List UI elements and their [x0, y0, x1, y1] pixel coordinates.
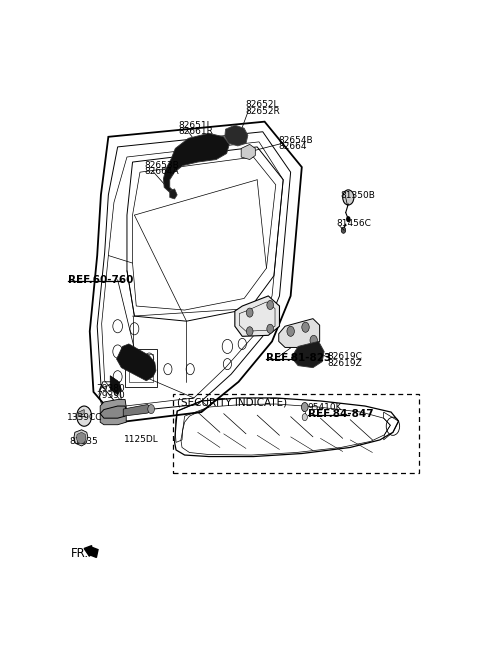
- FancyArrow shape: [84, 546, 98, 558]
- Text: 81456C: 81456C: [336, 219, 371, 228]
- Polygon shape: [110, 376, 121, 394]
- Circle shape: [77, 406, 92, 426]
- Text: 82653B: 82653B: [145, 161, 180, 169]
- Circle shape: [341, 227, 346, 234]
- Polygon shape: [74, 430, 88, 446]
- Text: FR.: FR.: [71, 547, 88, 560]
- Polygon shape: [117, 344, 156, 380]
- Circle shape: [148, 405, 155, 414]
- Polygon shape: [291, 341, 324, 367]
- Text: 82664: 82664: [279, 142, 307, 152]
- Text: 82651L: 82651L: [178, 121, 212, 130]
- Text: REF.60-760: REF.60-760: [68, 275, 133, 285]
- Circle shape: [267, 300, 274, 310]
- Text: 79380: 79380: [96, 384, 125, 394]
- Text: 82664A: 82664A: [145, 167, 180, 176]
- Polygon shape: [100, 400, 126, 424]
- Text: 82619Z: 82619Z: [327, 359, 362, 368]
- Polygon shape: [100, 406, 126, 418]
- Polygon shape: [163, 133, 229, 192]
- Circle shape: [267, 324, 274, 333]
- Circle shape: [310, 335, 317, 346]
- Circle shape: [343, 190, 354, 205]
- Circle shape: [287, 326, 294, 337]
- Circle shape: [302, 322, 309, 333]
- Text: 79390: 79390: [96, 391, 125, 400]
- Polygon shape: [76, 432, 86, 444]
- Polygon shape: [225, 125, 248, 146]
- Polygon shape: [123, 405, 151, 416]
- Text: (SECURITY INDICATE): (SECURITY INDICATE): [177, 398, 288, 408]
- Circle shape: [301, 403, 308, 411]
- Text: 82652L: 82652L: [245, 100, 279, 109]
- Text: 82654B: 82654B: [279, 136, 313, 145]
- Circle shape: [246, 308, 253, 317]
- Text: 81350B: 81350B: [341, 191, 376, 200]
- Polygon shape: [170, 189, 177, 199]
- Text: 82652R: 82652R: [245, 106, 280, 115]
- Circle shape: [346, 216, 350, 222]
- Text: 95410K: 95410K: [307, 403, 342, 412]
- Polygon shape: [241, 144, 255, 159]
- Polygon shape: [235, 296, 279, 337]
- Text: 1125DL: 1125DL: [124, 435, 159, 444]
- Polygon shape: [279, 319, 320, 348]
- Text: REF.84-847: REF.84-847: [309, 409, 374, 419]
- Circle shape: [302, 414, 307, 420]
- Polygon shape: [79, 409, 84, 416]
- Text: REF.81-823: REF.81-823: [266, 353, 332, 363]
- Circle shape: [246, 327, 253, 336]
- Text: 81335: 81335: [69, 438, 98, 446]
- Text: 1339CC: 1339CC: [67, 413, 102, 422]
- Text: 82619C: 82619C: [327, 352, 362, 361]
- Text: 82661R: 82661R: [178, 127, 213, 136]
